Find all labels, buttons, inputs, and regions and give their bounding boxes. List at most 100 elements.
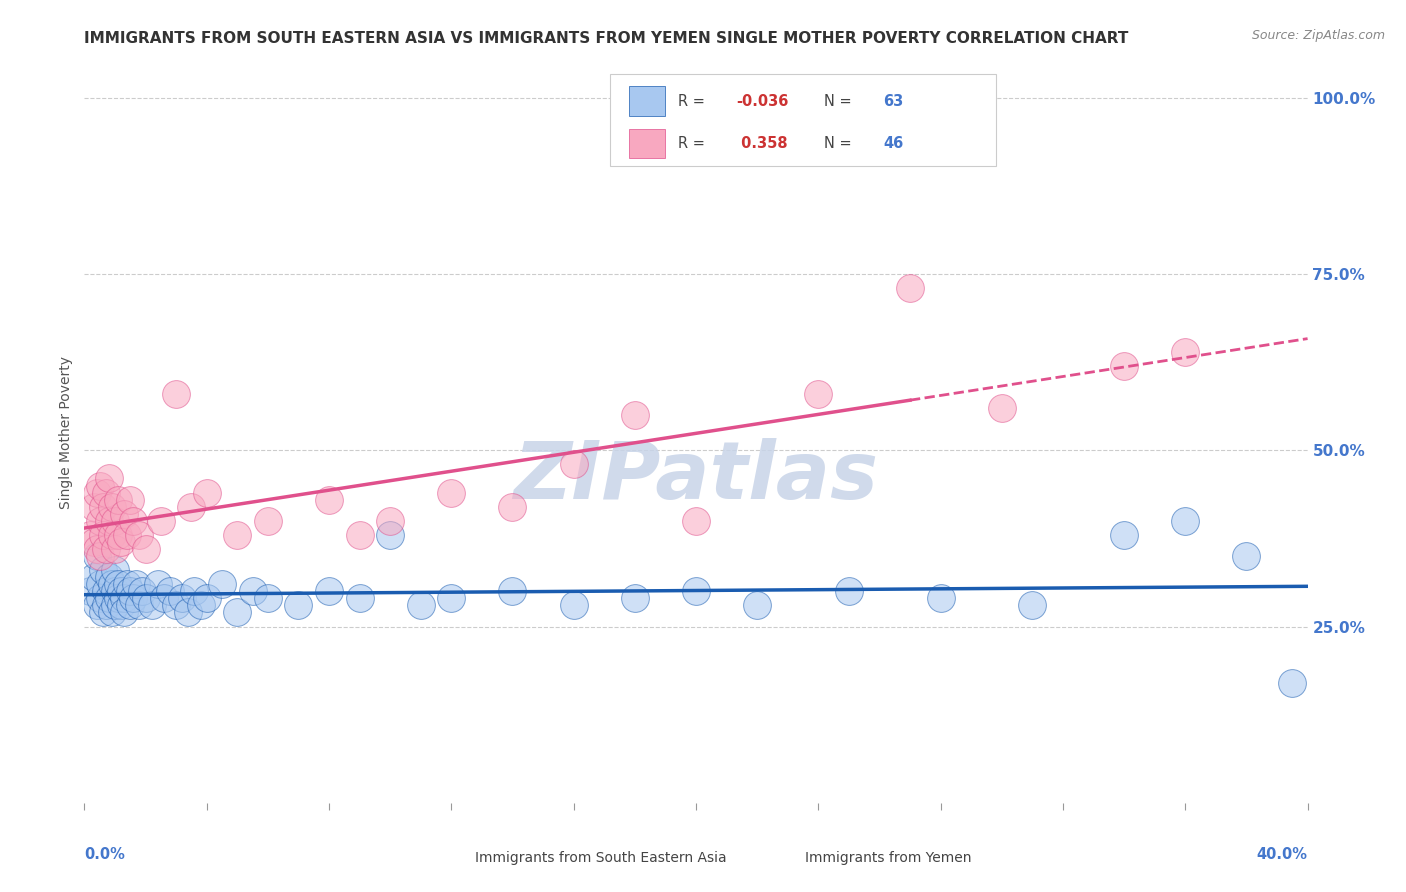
Point <box>104 599 127 613</box>
Text: -0.036: -0.036 <box>737 94 789 109</box>
Point <box>502 500 524 514</box>
Point <box>79 584 101 599</box>
Point <box>183 584 205 599</box>
Point <box>409 599 432 613</box>
Point <box>83 500 105 514</box>
Point <box>115 528 138 542</box>
Point <box>122 591 145 606</box>
Point <box>257 591 280 606</box>
Point <box>112 591 135 606</box>
Point <box>226 528 249 542</box>
Point <box>94 599 117 613</box>
Point <box>97 471 120 485</box>
Point <box>112 606 135 620</box>
Point <box>380 528 402 542</box>
Text: 0.0%: 0.0% <box>84 847 125 863</box>
Point <box>94 541 117 556</box>
Point <box>86 599 108 613</box>
Point <box>135 591 157 606</box>
Point <box>318 492 340 507</box>
Point <box>104 584 127 599</box>
Point <box>624 408 647 422</box>
Point <box>104 563 127 577</box>
Point <box>195 591 218 606</box>
Point <box>149 514 172 528</box>
Point <box>115 577 138 591</box>
Point <box>89 478 111 492</box>
Text: 63: 63 <box>883 94 904 109</box>
Point <box>94 485 117 500</box>
Point <box>86 541 108 556</box>
Point <box>1174 344 1197 359</box>
Point <box>110 584 132 599</box>
Text: Source: ZipAtlas.com: Source: ZipAtlas.com <box>1251 29 1385 42</box>
Point <box>89 577 111 591</box>
Point <box>101 606 124 620</box>
Point <box>180 500 202 514</box>
Point <box>159 584 181 599</box>
Point <box>349 528 371 542</box>
Point <box>807 387 830 401</box>
Point <box>349 591 371 606</box>
Text: ZIPatlas: ZIPatlas <box>513 438 879 516</box>
Point <box>110 599 132 613</box>
Point <box>97 591 120 606</box>
Point <box>153 591 176 606</box>
Point <box>624 591 647 606</box>
Point <box>89 549 111 563</box>
Point <box>195 485 218 500</box>
Point <box>120 599 142 613</box>
Text: IMMIGRANTS FROM SOUTH EASTERN ASIA VS IMMIGRANTS FROM YEMEN SINGLE MOTHER POVERT: IMMIGRANTS FROM SOUTH EASTERN ASIA VS IM… <box>84 31 1129 46</box>
Point <box>1281 676 1303 690</box>
Point <box>1236 549 1258 563</box>
Point <box>165 387 187 401</box>
Point <box>89 591 111 606</box>
Point <box>101 577 124 591</box>
Point <box>101 500 124 514</box>
Point <box>685 514 707 528</box>
Point <box>190 599 212 613</box>
Point <box>929 591 952 606</box>
Point <box>146 577 169 591</box>
Point <box>125 577 148 591</box>
Point <box>91 528 114 542</box>
Point <box>91 563 114 577</box>
Point <box>122 514 145 528</box>
Point <box>991 401 1014 415</box>
Point <box>107 492 129 507</box>
Point <box>112 507 135 521</box>
Point <box>97 514 120 528</box>
Point <box>83 570 105 584</box>
Point <box>1174 514 1197 528</box>
Point <box>107 528 129 542</box>
Point <box>165 599 187 613</box>
Text: 0.358: 0.358 <box>737 136 787 151</box>
FancyBboxPatch shape <box>628 128 665 159</box>
Point <box>79 528 101 542</box>
Text: N =: N = <box>824 94 852 109</box>
Text: 40.0%: 40.0% <box>1257 847 1308 863</box>
Point <box>747 599 769 613</box>
Point <box>1114 359 1136 373</box>
Point <box>120 584 142 599</box>
FancyBboxPatch shape <box>768 850 794 866</box>
Point <box>86 549 108 563</box>
Point <box>257 514 280 528</box>
Point <box>120 492 142 507</box>
Text: R =: R = <box>678 136 704 151</box>
Point <box>107 577 129 591</box>
Point <box>91 606 114 620</box>
Point <box>97 570 120 584</box>
Point <box>107 591 129 606</box>
Point <box>177 606 200 620</box>
Point <box>562 599 585 613</box>
Point <box>141 599 163 613</box>
FancyBboxPatch shape <box>437 850 465 866</box>
Point <box>128 599 150 613</box>
Point <box>128 528 150 542</box>
Point <box>898 281 921 295</box>
Point <box>242 584 264 599</box>
Point <box>318 584 340 599</box>
Point <box>287 599 309 613</box>
Point <box>110 535 132 549</box>
